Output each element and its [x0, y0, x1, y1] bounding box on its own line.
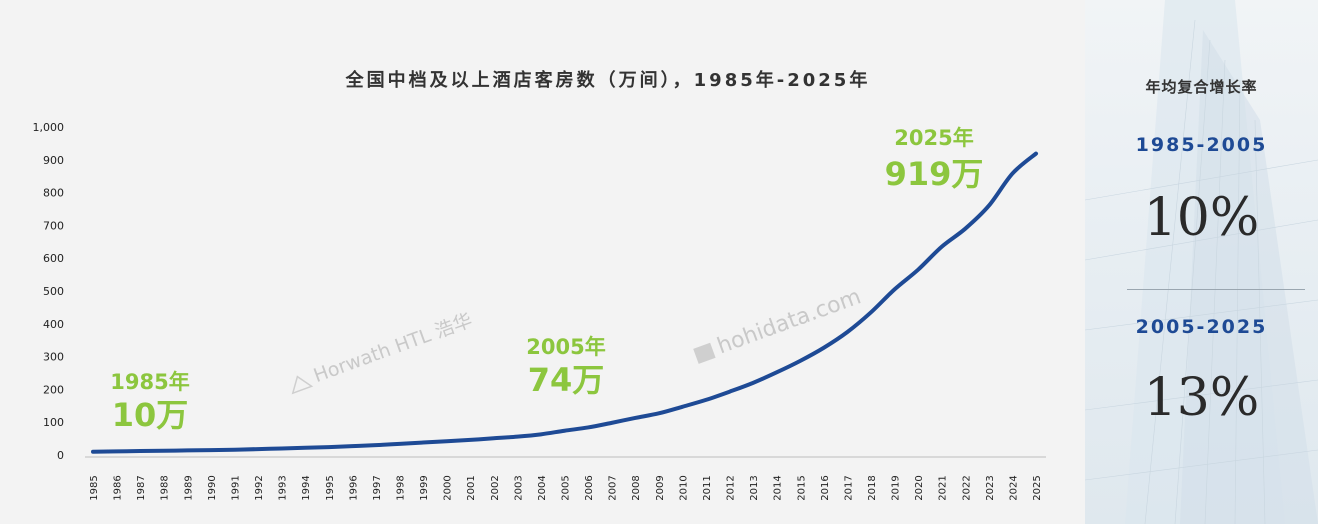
y-tick-label: 100 — [43, 416, 64, 429]
watermark-hohidata: hohidata.com — [714, 284, 864, 359]
y-tick-label: 800 — [43, 187, 64, 200]
x-tick-label: 2020 — [914, 475, 925, 500]
cagr-title: 年均复合增长率 — [1145, 78, 1258, 96]
cagr-divider — [1127, 289, 1305, 290]
x-tick-label: 1992 — [254, 475, 265, 500]
callout-2005-value: 74万 — [528, 361, 605, 399]
x-tick-label: 2024 — [1008, 475, 1019, 500]
x-tick-label: 2014 — [773, 475, 784, 500]
x-tick-label: 2010 — [678, 475, 689, 500]
x-tick-label: 2022 — [961, 475, 972, 500]
x-tick-label: 2019 — [891, 475, 902, 500]
x-tick-label: 2003 — [513, 475, 524, 500]
x-tick-label: 1989 — [183, 475, 194, 500]
y-tick-label: 500 — [43, 285, 64, 298]
chart-panel: 全国中档及以上酒店客房数（万间），1985年-2025年 0 100 200 300 4… — [32, 69, 1046, 501]
x-axis: 1985 1986 1987 1988 1989 1990 1991 1992 1993 1994… — [85, 456, 1046, 501]
x-tick-label: 2015 — [796, 475, 807, 500]
x-tick-label: 2000 — [443, 475, 454, 500]
x-tick-label: 2001 — [466, 475, 477, 500]
y-tick-label: 1,000 — [33, 121, 65, 134]
series-line-hotel-rooms — [91, 151, 1038, 454]
y-tick-label: 700 — [43, 219, 64, 232]
horwath-logo-icon — [291, 375, 314, 395]
y-tick-label: 900 — [43, 154, 64, 167]
y-tick-label: 200 — [43, 383, 64, 396]
cagr-period-1: 1985-2005 — [1135, 134, 1268, 156]
x-tick-label: 1993 — [278, 475, 289, 500]
x-tick-label: 1998 — [395, 475, 406, 500]
x-tick-label: 2002 — [490, 475, 501, 500]
series-layer — [91, 151, 1038, 454]
x-tick-label: 2016 — [820, 475, 831, 500]
callout-2025-value: 919万 — [885, 155, 984, 193]
x-tick-label: 2009 — [655, 475, 666, 500]
chart-title: 全国中档及以上酒店客房数（万间），1985年-2025年 — [345, 69, 871, 91]
y-tick-label: 400 — [43, 318, 64, 331]
chart-svg: 全国中档及以上酒店客房数（万间），1985年-2025年 0 100 200 300 4… — [33, 69, 1046, 501]
hohidata-logo-icon — [693, 342, 716, 364]
callout-2005-year: 2005年 — [526, 335, 605, 359]
cagr-panel: 年均复合增长率 1985-2005 10% 2005-2025 13% — [1085, 0, 1318, 524]
cagr-rate-2: 13% — [1143, 368, 1260, 428]
x-tick-label: 2004 — [537, 475, 548, 500]
y-tick-label: 0 — [57, 449, 64, 462]
cagr-rate-1: 10% — [1143, 188, 1260, 248]
x-tick-label: 2017 — [843, 475, 854, 500]
callout-1985-year: 1985年 — [110, 370, 189, 394]
x-tick-label: 1987 — [136, 475, 147, 500]
x-tick-label: 1985 — [89, 475, 100, 500]
x-tick-label: 1994 — [301, 475, 312, 500]
x-tick-label: 2005 — [561, 475, 572, 500]
x-tick-label: 2008 — [631, 475, 642, 500]
y-axis: 0 100 200 300 400 500 600 700 800 900 1,000 — [33, 121, 65, 462]
x-tick-label: 2011 — [702, 475, 713, 500]
x-tick-label: 1997 — [372, 475, 383, 500]
x-tick-label: 2018 — [867, 475, 878, 500]
callouts: 1985年 10万 2005年 74万 2025年 919万 — [110, 126, 983, 434]
x-tick-label: 2007 — [608, 475, 619, 500]
x-tick-label: 2012 — [726, 475, 737, 500]
x-tick-label: 2021 — [938, 475, 949, 500]
watermark-horwath: Horwath HTL 浩华 — [311, 309, 475, 387]
x-tick-label: 1990 — [207, 475, 218, 500]
y-tick-label: 600 — [43, 252, 64, 265]
building-background — [1085, 0, 1318, 524]
callout-1985-value: 10万 — [112, 396, 189, 434]
callout-2025-year: 2025年 — [894, 126, 973, 150]
x-tick-label: 2013 — [749, 475, 760, 500]
x-tick-label: 2006 — [584, 475, 595, 500]
x-tick-label: 1999 — [419, 475, 430, 500]
x-tick-label: 1991 — [230, 475, 241, 500]
x-tick-label: 1988 — [160, 475, 171, 500]
cagr-period-2: 2005-2025 — [1135, 316, 1268, 338]
x-tick-label: 2025 — [1032, 475, 1043, 500]
x-tick-label: 1996 — [348, 475, 359, 500]
x-tick-label: 1986 — [113, 475, 124, 500]
y-tick-label: 300 — [43, 351, 64, 364]
x-tick-label: 1995 — [325, 475, 336, 500]
x-tick-label: 2023 — [985, 475, 996, 500]
